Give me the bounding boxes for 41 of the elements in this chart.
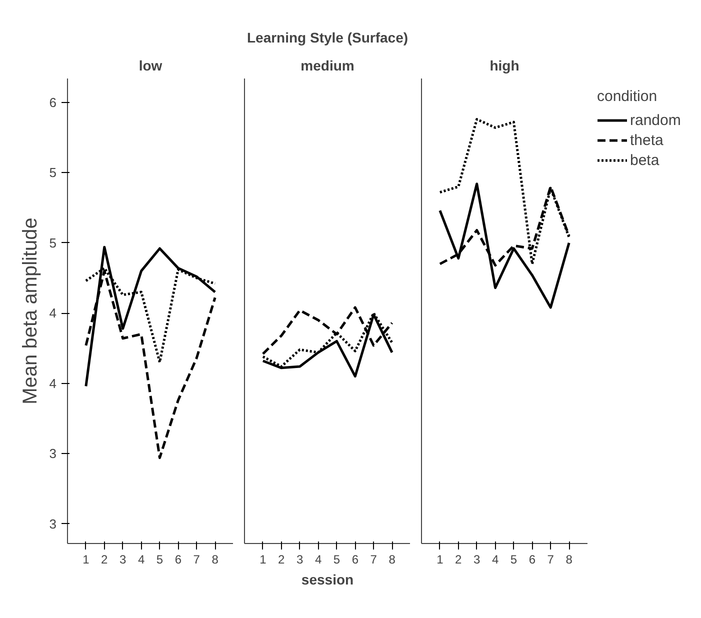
y-tick-label: 3 <box>49 516 57 532</box>
x-tick-label: 5 <box>333 552 340 566</box>
legend-label: random <box>630 112 681 128</box>
chart-subtitle: medium <box>300 58 354 74</box>
y-tick-label: 5 <box>49 235 57 250</box>
y-tick-label: 5 <box>49 165 57 180</box>
x-tick-label: 2 <box>278 552 286 566</box>
y-tick-label: 4 <box>49 376 57 391</box>
x-tick-label: 3 <box>296 552 304 566</box>
x-tick-label: 4 <box>314 552 322 566</box>
x-tick-label: 3 <box>473 552 480 566</box>
x-tick-label: 1 <box>436 552 444 566</box>
chart-subtitle: high <box>490 58 520 74</box>
chart-title: Learning Style (Surface) <box>246 30 408 46</box>
x-tick-label: 8 <box>212 552 219 566</box>
x-tick-label: 5 <box>510 552 518 566</box>
x-tick-label: 3 <box>119 552 126 566</box>
x-axis-title: session <box>301 572 354 588</box>
x-tick-label: 7 <box>370 552 378 566</box>
chart-subtitle: low <box>138 58 162 74</box>
x-tick-label: 7 <box>547 552 554 566</box>
x-tick-label: 5 <box>156 552 164 566</box>
x-tick-label: 4 <box>492 552 499 566</box>
y-tick-label: 4 <box>49 306 57 321</box>
x-tick-label: 2 <box>101 552 108 566</box>
x-tick-label: 1 <box>260 552 267 566</box>
legend-label: theta <box>630 132 664 148</box>
x-tick-label: 6 <box>174 552 182 566</box>
x-tick-label: 8 <box>388 552 396 566</box>
x-tick-label: 6 <box>528 552 536 566</box>
y-axis-title: Mean beta amplitude <box>19 218 42 404</box>
y-tick-label: 3 <box>49 446 57 462</box>
x-tick-label: 8 <box>566 552 573 566</box>
legend-title: condition <box>597 88 658 105</box>
x-tick-label: 6 <box>352 552 359 566</box>
legend-label: beta <box>630 152 660 168</box>
x-tick-label: 4 <box>138 552 145 566</box>
x-tick-label: 7 <box>193 552 200 566</box>
y-tick-label: 6 <box>49 94 57 110</box>
x-tick-label: 2 <box>455 552 462 566</box>
x-tick-label: 1 <box>82 552 90 566</box>
